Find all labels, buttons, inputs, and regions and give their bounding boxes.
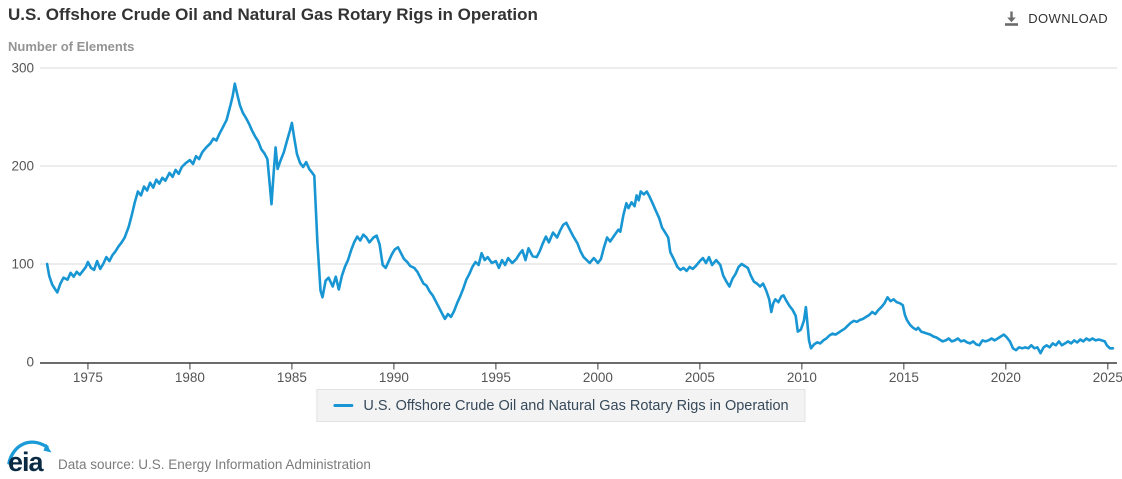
legend-item[interactable]: U.S. Offshore Crude Oil and Natural Gas … [316, 389, 806, 422]
x-axis-tick-label: 2020 [991, 370, 1021, 385]
y-axis-units-label: Number of Elements [8, 39, 135, 54]
legend-line-swatch [333, 404, 354, 407]
x-axis-tick-label: 2000 [583, 370, 613, 385]
eia-logo-text: eia [8, 447, 45, 477]
x-axis-tick-label: 2010 [787, 370, 817, 385]
download-label: DOWNLOAD [1028, 11, 1108, 26]
x-axis-tick-label: 1995 [481, 370, 511, 385]
x-axis-tick-label: 2025 [1093, 370, 1122, 385]
eia-logo-swoosh [7, 440, 49, 465]
y-axis-tick-label: 0 [26, 355, 34, 370]
page-title: U.S. Offshore Crude Oil and Natural Gas … [8, 5, 538, 24]
x-axis-tick-label: 1975 [73, 370, 103, 385]
y-axis-tick-label: 300 [11, 61, 34, 76]
x-axis-tick-label: 1990 [379, 370, 409, 385]
x-axis-tick-label: 1985 [277, 370, 307, 385]
download-button[interactable]: DOWNLOAD [999, 8, 1112, 29]
eia-logo[interactable]: eia [6, 438, 56, 478]
y-axis-tick-label: 100 [11, 257, 34, 272]
eia-logo-swoosh-tip [43, 443, 52, 453]
x-axis-tick-label: 2015 [889, 370, 919, 385]
y-axis-tick-label: 200 [11, 159, 34, 174]
data-source-text: Data source: U.S. Energy Information Adm… [58, 457, 371, 472]
chart-plot-area[interactable]: 0 100 200 300 1975 1980 1985 1990 1995 2000 2005 20… [0, 0, 1122, 390]
download-icon [1005, 11, 1019, 26]
x-axis-tick-label: 2005 [685, 370, 715, 385]
legend-label: U.S. Offshore Crude Oil and Natural Gas … [363, 397, 789, 414]
series-line[interactable] [45, 82, 1115, 355]
x-axis-tick-label: 1980 [175, 370, 205, 385]
